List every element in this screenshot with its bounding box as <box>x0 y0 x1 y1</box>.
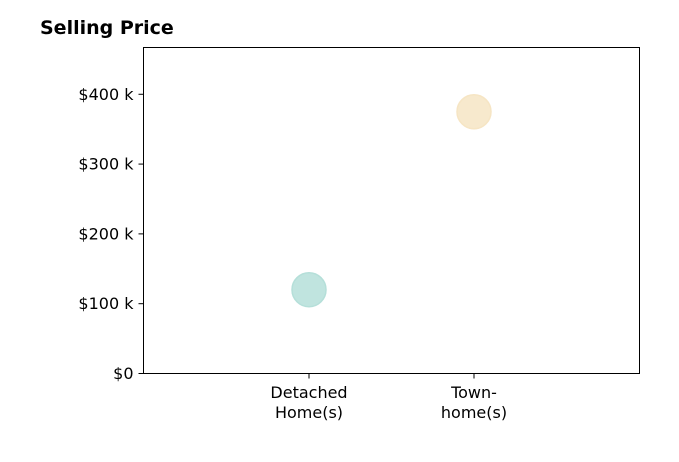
data-point[interactable] <box>456 93 492 130</box>
y-tick-label: $100 k <box>78 294 134 313</box>
x-tick-label-line: Detached <box>270 383 347 402</box>
x-tick-label-line: Home(s) <box>275 403 343 422</box>
chart-title: Selling Price <box>40 17 174 39</box>
x-tick-label: Detached Home(s) <box>270 383 347 422</box>
y-tick-label: $0 <box>113 364 133 383</box>
data-points <box>291 93 492 308</box>
data-point[interactable] <box>291 271 327 308</box>
y-axis: $0 $100 k $200 k $300 k $400 k <box>78 85 144 383</box>
x-tick-label: Town-home(s) <box>441 383 507 422</box>
plot-area-frame <box>143 47 640 374</box>
y-tick-label: $300 k <box>78 155 134 174</box>
y-tick-label: $400 k <box>78 85 134 104</box>
x-axis: Detached Home(s) Town-home(s) <box>270 373 507 422</box>
x-tick-label-line: Town- <box>450 383 497 402</box>
x-tick-label-line: home(s) <box>441 403 507 422</box>
y-tick-label: $200 k <box>78 224 134 243</box>
